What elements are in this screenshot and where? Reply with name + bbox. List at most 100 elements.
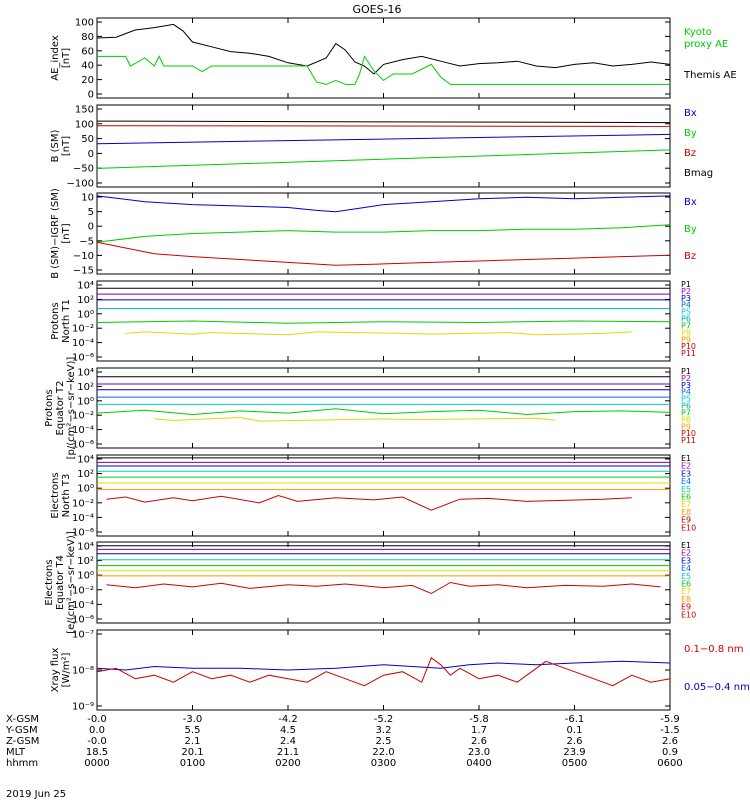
y-tick-label: 10⁻⁴ <box>72 600 94 611</box>
x-tick-value: -0.0 <box>87 714 107 725</box>
x-tick-value: 2.6 <box>662 736 678 747</box>
legend-item: E9 <box>681 516 691 525</box>
y-tick-label: 100 <box>75 119 94 130</box>
legend-item: E2 <box>681 462 691 471</box>
legend-item: E9 <box>681 603 691 612</box>
legend-item: P6 <box>681 402 691 411</box>
series-line <box>96 125 671 127</box>
x-row-label: Y-GSM <box>5 725 38 736</box>
legend-item: 0.05−0.4 nm <box>684 682 750 693</box>
y-axis-label: [nT] <box>61 48 72 68</box>
legend-item: E5 <box>681 485 691 494</box>
legend-item: E4 <box>681 564 691 573</box>
y-tick-label: 10⁴ <box>77 455 94 466</box>
y-axis-label: B (SM) <box>50 129 61 162</box>
y-tick-label: 10⁰ <box>77 571 94 582</box>
legend-item: Themis AE <box>683 70 737 81</box>
legend-item: E7 <box>681 500 691 509</box>
series-line <box>96 660 671 671</box>
x-tick-value: -5.8 <box>469 714 489 725</box>
y-axis-label: [nT] <box>61 223 72 243</box>
x-tick-value: 4.5 <box>280 725 296 736</box>
legend-item: E7 <box>681 587 691 596</box>
x-tick-value: 18.5 <box>86 747 108 758</box>
y-tick-label: −50 <box>73 164 94 175</box>
legend-item: E1 <box>681 541 691 550</box>
legend-item: Bmag <box>684 168 713 179</box>
legend-item: P5 <box>681 395 691 404</box>
y-tick-label: 60 <box>81 46 94 57</box>
legend-item: P7 <box>681 321 691 330</box>
y-tick-label: 20 <box>81 75 94 86</box>
x-row-label: hhmm <box>6 758 38 769</box>
y-tick-label: 50 <box>81 134 94 145</box>
legend-item: P11 <box>681 436 696 445</box>
x-tick-value: -5.2 <box>374 714 394 725</box>
y-axis-label: Equator T4 <box>55 555 66 610</box>
y-tick-label: 10⁻⁴ <box>72 513 94 524</box>
y-tick-label: 10⁻² <box>72 324 94 335</box>
series-line <box>106 581 661 595</box>
legend-item: Bx <box>684 108 697 119</box>
y-tick-label: 100 <box>75 18 94 29</box>
y-axis-label: Electrons <box>50 472 61 518</box>
x-tick-value: 2.4 <box>280 736 296 747</box>
panel-frame <box>96 192 671 275</box>
y-axis-label: AE_index <box>50 35 61 81</box>
y-tick-label: 10⁻⁸ <box>72 666 94 677</box>
x-tick-value: -5.9 <box>660 714 680 725</box>
y-axis-label: [e/(cm²−s−sr−keV)] <box>66 531 77 634</box>
x-tick-value: 23.9 <box>563 747 585 758</box>
legend-item: P8 <box>681 328 691 337</box>
legend-item: E5 <box>681 572 691 581</box>
legend-item: P1 <box>681 280 691 289</box>
series-line <box>96 320 671 324</box>
y-tick-label: 10² <box>77 295 94 306</box>
x-tick-value: -1.5 <box>660 725 680 736</box>
x-tick-value: 23.0 <box>468 747 490 758</box>
panel-frame <box>96 367 671 449</box>
legend-item: P4 <box>681 388 691 397</box>
y-tick-label: 10² <box>77 469 94 480</box>
y-axis-label: Protons <box>44 389 55 426</box>
legend-item: By <box>684 128 697 139</box>
legend-item: E6 <box>681 493 691 502</box>
legend-item: P9 <box>681 335 691 344</box>
x-tick-value: 3.2 <box>376 725 392 736</box>
y-tick-label: 5 <box>88 207 94 218</box>
x-tick-value: -4.2 <box>278 714 298 725</box>
panel-p1: 10⁴ 10² 10⁰ 10⁻² 10⁻⁴ 10⁻⁶ Protons North T1 P1P2… <box>50 280 696 364</box>
legend-item: 0.1−0.8 nm <box>684 644 743 655</box>
y-tick-label: 10⁻² <box>72 411 94 422</box>
y-tick-label: 10⁻⁷ <box>72 630 94 641</box>
legend-item: P10 <box>681 342 696 351</box>
panel-bsm: 150 100 50 0 −50 −100 B (SM) [nT] Bx By Bz Bmag <box>50 104 713 190</box>
y-axis-label: Protons <box>50 302 61 339</box>
legend-item: E10 <box>681 610 696 619</box>
legend-item: Kyoto <box>684 27 712 38</box>
legend-item: P7 <box>681 408 691 417</box>
x-tick-value: 0.0 <box>89 725 105 736</box>
legend-item: P10 <box>681 429 696 438</box>
legend-item: Bx <box>684 197 697 208</box>
legend-item: P3 <box>681 294 691 303</box>
series-line <box>96 133 671 145</box>
x-row-label: Z-GSM <box>6 736 39 747</box>
panel-p2: 10⁴ 10² 10⁰ 10⁻² 10⁻⁴ 10⁻⁶ Protons Equator T2 [p… <box>44 357 696 460</box>
x-tick-value: 2.6 <box>471 736 487 747</box>
x-axis-table: X-GSMY-GSMZ-GSMMLThhmm-0.00.0-0.018.5000… <box>5 714 683 769</box>
legend-item: P2 <box>681 374 691 383</box>
y-axis-label: North T3 <box>61 474 72 518</box>
y-tick-label: 10² <box>77 382 94 393</box>
x-tick-value: -3.0 <box>183 714 203 725</box>
panel-frame <box>96 629 671 711</box>
x-tick-value: 0600 <box>657 758 682 769</box>
y-tick-label: −10 <box>73 251 94 262</box>
panel-frame <box>96 454 671 537</box>
panel-e1: 10⁴ 10² 10⁰ 10⁻² 10⁻⁴ 10⁻⁶ Electrons North T3 E1… <box>50 454 696 539</box>
legend-item: E6 <box>681 580 691 589</box>
x-row-label: X-GSM <box>6 714 39 725</box>
x-tick-value: 0.1 <box>567 725 583 736</box>
